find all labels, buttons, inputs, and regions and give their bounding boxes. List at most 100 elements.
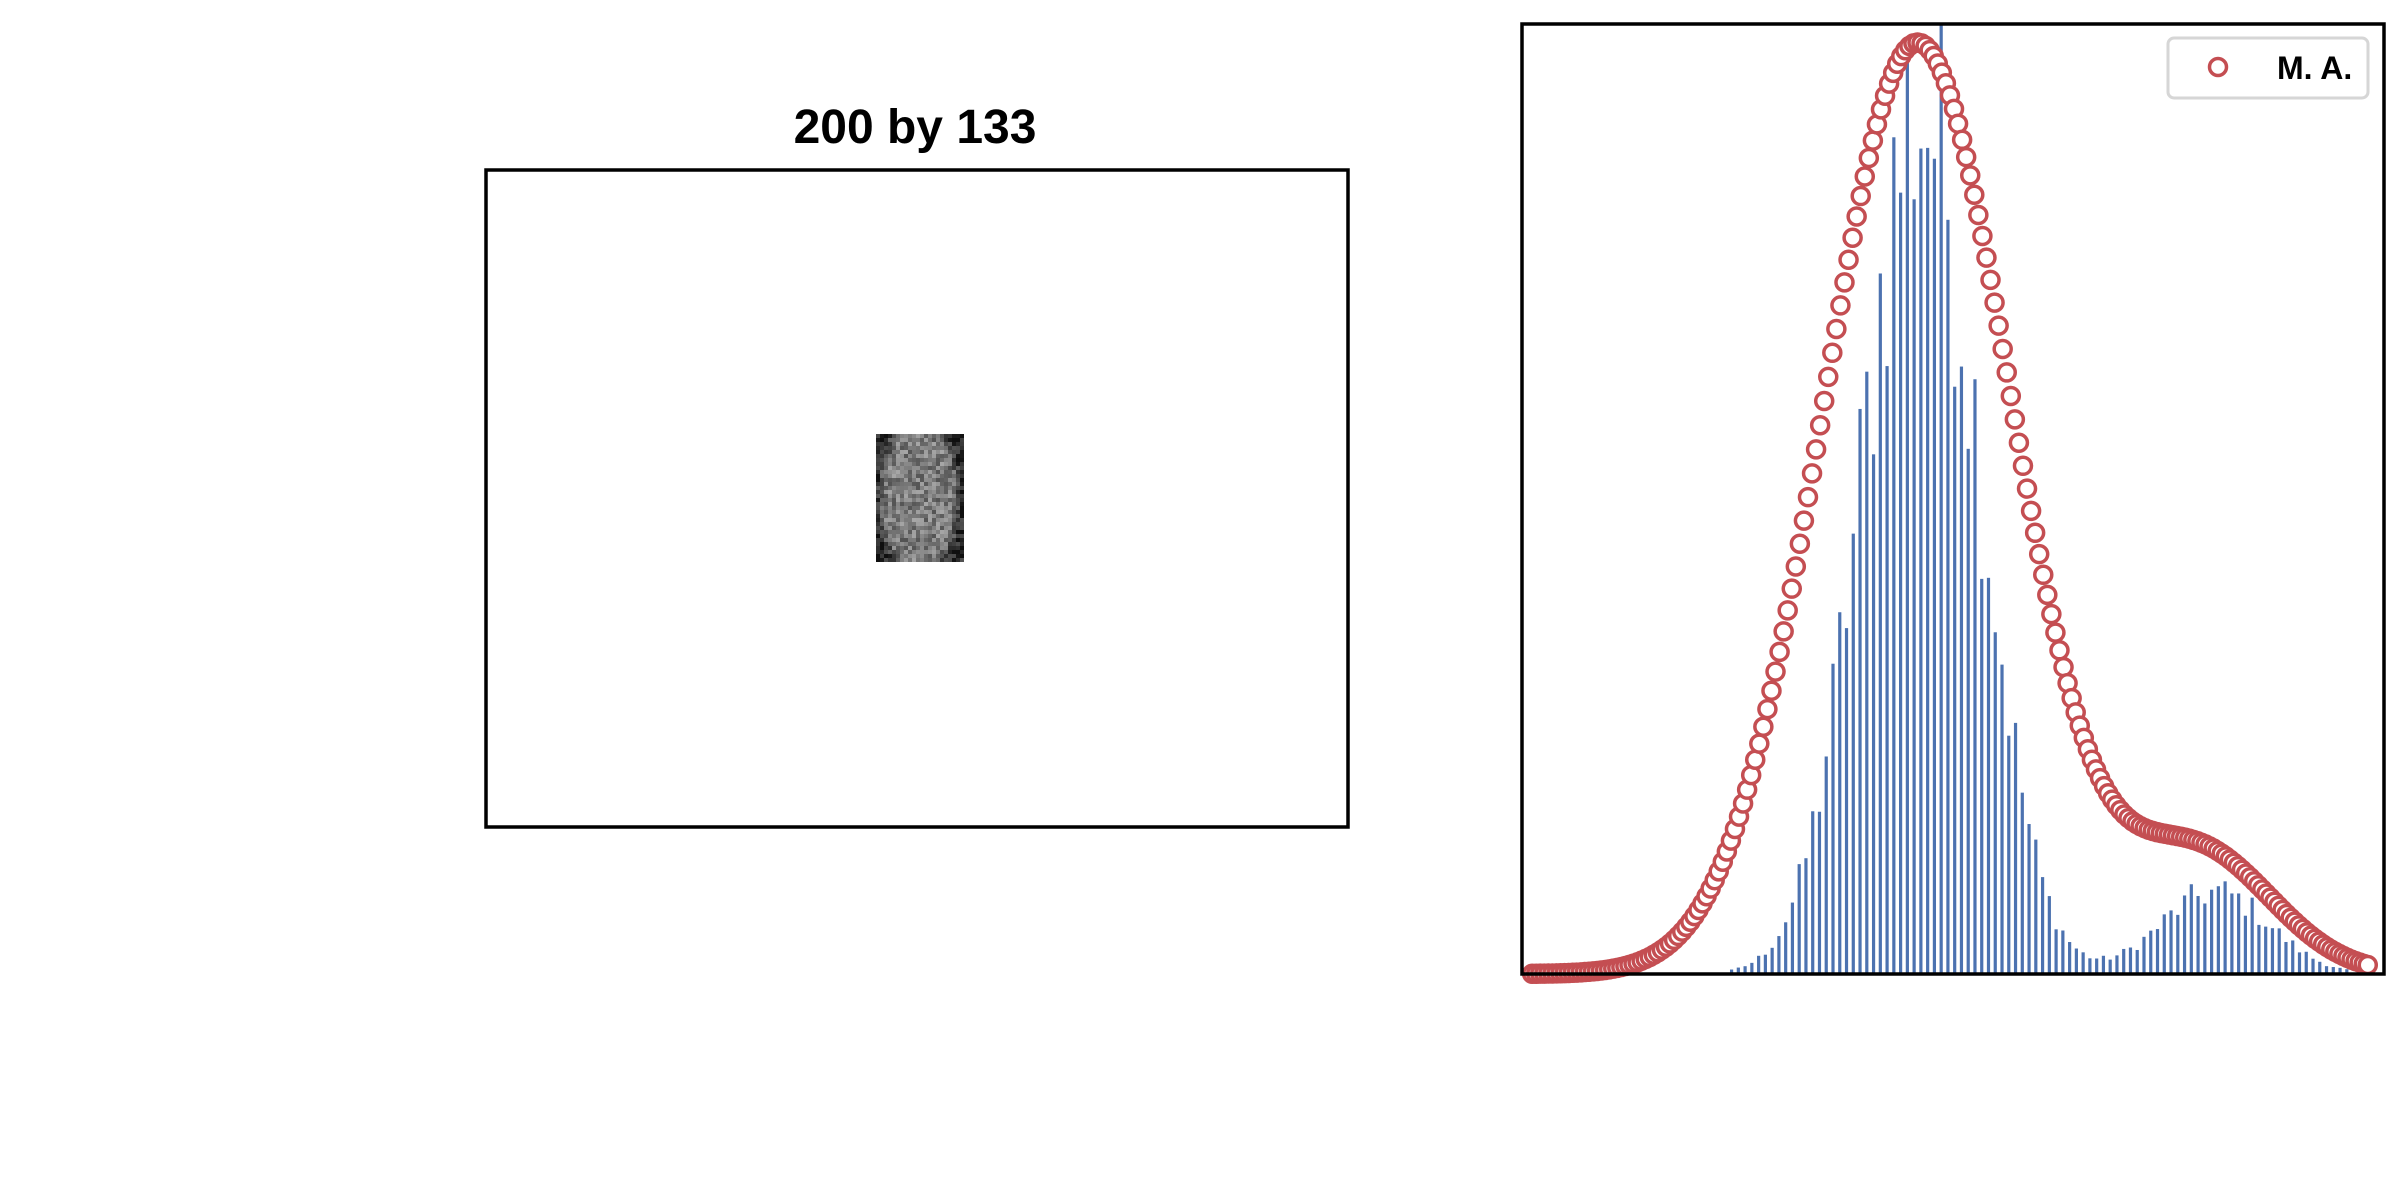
image-pixel [920, 438, 924, 442]
histogram-bar [2074, 948, 2078, 974]
image-pixel [888, 558, 892, 562]
image-pixel [904, 538, 908, 542]
image-pixel [932, 522, 936, 526]
image-pixel [904, 470, 908, 474]
image-pixel [880, 434, 884, 438]
image-pixel [876, 546, 880, 550]
image-pixel [940, 474, 944, 478]
image-pixel [936, 490, 940, 494]
image-pixel [948, 434, 952, 438]
image-pixel [896, 470, 900, 474]
image-pixel [940, 442, 944, 446]
histogram-bar [2088, 958, 2092, 974]
image-pixel [956, 518, 960, 522]
image-pixel [924, 438, 928, 442]
image-pixel [892, 498, 896, 502]
image-pixel [920, 518, 924, 522]
image-pixel [896, 486, 900, 490]
histogram-bar [1939, 24, 1943, 974]
image-pixel [884, 458, 888, 462]
histogram-bar [1824, 756, 1828, 974]
image-pixel [884, 518, 888, 522]
image-pixel [880, 530, 884, 534]
image-pixel [892, 494, 896, 498]
image-pixel [896, 478, 900, 482]
image-pixel [948, 534, 952, 538]
image-pixel [884, 542, 888, 546]
image-pixel [936, 486, 940, 490]
image-pixel [952, 442, 956, 446]
image-pixel [928, 454, 932, 458]
image-pixel [916, 526, 920, 530]
ma-marker [1797, 486, 1819, 508]
image-pixel [908, 482, 912, 486]
image-pixel [904, 446, 908, 450]
image-pixel [944, 502, 948, 506]
image-pixel [920, 470, 924, 474]
image-pixel [920, 506, 924, 510]
image-pixel [912, 450, 916, 454]
image-pixel [940, 534, 944, 538]
image-pixel [940, 546, 944, 550]
image-pixel [928, 502, 932, 506]
image-pixel [936, 454, 940, 458]
image-pixel [916, 490, 920, 494]
image-pixel [960, 482, 964, 486]
image-pixel [904, 530, 908, 534]
image-pixel [908, 514, 912, 518]
image-pixel [932, 470, 936, 474]
image-pixel [944, 474, 948, 478]
image-pixel [936, 542, 940, 546]
histogram-bar [1858, 408, 1862, 974]
image-pixel [940, 454, 944, 458]
image-pixel [944, 510, 948, 514]
image-pixel [928, 506, 932, 510]
histogram-bar [2304, 951, 2308, 974]
image-pixel [936, 538, 940, 542]
image-pixel [892, 482, 896, 486]
image-pixel [924, 514, 928, 518]
image-pixel [900, 558, 904, 562]
image-pixel [960, 434, 964, 438]
image-pixel [900, 434, 904, 438]
image-pixel [944, 554, 948, 558]
image-pixel [908, 526, 912, 530]
image-pixel [944, 438, 948, 442]
image-pixel [888, 458, 892, 462]
image-pixel [940, 494, 944, 498]
image-pixel [900, 498, 904, 502]
histogram-bar [1912, 199, 1916, 974]
image-pixel [900, 494, 904, 498]
ma-marker [1830, 295, 1851, 316]
image-pixel [880, 466, 884, 470]
histogram-bar [2122, 948, 2126, 974]
image-pixel [888, 486, 892, 490]
image-pixel [924, 542, 928, 546]
image-pixel [952, 506, 956, 510]
image-pixel [932, 478, 936, 482]
image-pixel [888, 470, 892, 474]
image-pixel [876, 446, 880, 450]
image-pixel [908, 478, 912, 482]
ma-marker [1781, 578, 1803, 599]
histogram-bar [2277, 928, 2281, 974]
image-pixel [936, 526, 940, 530]
image-pixel [900, 454, 904, 458]
image-pixel [904, 454, 908, 458]
histogram-bar [2101, 955, 2106, 974]
ma-marker [1789, 533, 1811, 555]
image-pixel [960, 514, 964, 518]
image-pixel [944, 470, 948, 474]
image-pixel [908, 546, 912, 550]
image-pixel [956, 526, 960, 530]
histogram-bar [2230, 893, 2234, 974]
image-pixel [952, 514, 956, 518]
ma-marker [2000, 385, 2022, 407]
image-pixel [920, 534, 924, 538]
image-pixel [916, 458, 920, 462]
image-pixel [940, 490, 944, 494]
image-pixel [952, 466, 956, 470]
image-pixel [956, 514, 960, 518]
image-pixel [956, 538, 960, 542]
image-pixel [956, 462, 960, 466]
